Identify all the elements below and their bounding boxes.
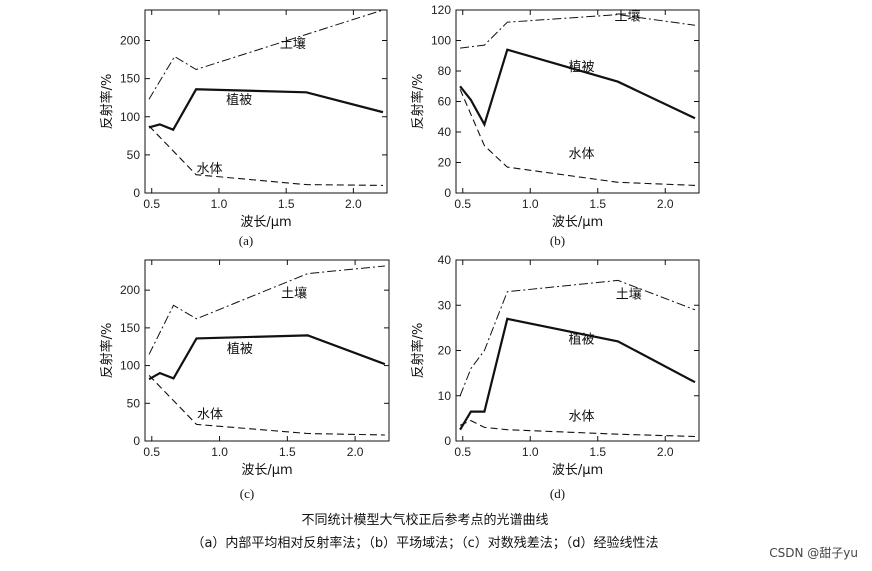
x-tick-label: 0.5 xyxy=(143,197,160,211)
series-line-vegetation xyxy=(459,317,696,431)
watermark: CSDN @甜子yu xyxy=(769,546,858,560)
y-tick-label: 60 xyxy=(438,95,452,109)
x-tick-label: 1.5 xyxy=(589,197,606,211)
x-tick-label: 1.0 xyxy=(522,197,539,211)
y-axis-label: 反射率/% xyxy=(99,74,115,130)
panel-label: (b) xyxy=(550,233,565,248)
x-tick-label: 1.5 xyxy=(589,445,606,459)
y-tick-label: 100 xyxy=(431,34,451,48)
series-label: 植被 xyxy=(226,93,252,108)
series-line-water xyxy=(148,125,384,186)
y-axis-label: 反射率/% xyxy=(410,323,426,379)
y-tick-label: 20 xyxy=(438,156,452,170)
y-tick-label: 10 xyxy=(438,389,452,403)
series-label: 植被 xyxy=(569,333,595,348)
y-tick-label: 100 xyxy=(120,359,140,373)
x-tick-label: 0.5 xyxy=(454,197,471,211)
series-label: 水体 xyxy=(569,410,595,425)
series-line-soil xyxy=(459,279,696,396)
series-line-vegetation xyxy=(148,334,386,381)
y-tick-label: 30 xyxy=(438,298,452,312)
series-label: 植被 xyxy=(227,342,253,357)
x-tick-label: 1.5 xyxy=(278,197,295,211)
y-tick-label: 120 xyxy=(431,3,451,17)
y-tick-label: 150 xyxy=(120,321,140,335)
series-label: 水体 xyxy=(197,162,223,177)
y-tick-label: 50 xyxy=(127,396,141,410)
series-label: 水体 xyxy=(569,147,595,162)
panel-b: 0.5 1.0 1.5 2.0 0 20 40 60 80 100 120 波长/μm 反射率/% 土壤植… xyxy=(410,3,700,248)
series-label: 植被 xyxy=(569,60,595,75)
panel-a: 0.5 1.0 1.5 2.0 0 50 100 150 200 波长/μm 反射率/% 土壤植被水体… xyxy=(99,9,388,248)
series-line-water xyxy=(459,89,696,186)
series-label: 土壤 xyxy=(280,36,306,52)
panel-c: 0.5 1.0 1.5 2.0 0 50 100 150 200 波长/μm 反射率/% 土壤植被水体… xyxy=(99,259,390,501)
panel-label: (a) xyxy=(239,233,253,248)
series-line-soil xyxy=(148,265,385,355)
x-axis-label: 波长/μm xyxy=(240,215,291,230)
series-label: 水体 xyxy=(197,407,223,422)
series-label: 土壤 xyxy=(616,286,642,302)
y-tick-label: 200 xyxy=(120,34,140,48)
y-tick-label: 0 xyxy=(133,434,140,448)
series-label: 土壤 xyxy=(281,286,307,302)
x-tick-label: 2.0 xyxy=(657,445,674,459)
x-axis-label: 波长/μm xyxy=(552,215,603,230)
x-tick-label: 2.0 xyxy=(657,197,674,211)
y-tick-label: 150 xyxy=(120,72,140,86)
y-tick-label: 20 xyxy=(438,344,452,358)
plot-frame xyxy=(144,9,388,194)
y-axis-label: 反射率/% xyxy=(99,323,115,379)
y-axis-label: 反射率/% xyxy=(410,74,426,130)
x-tick-label: 1.0 xyxy=(211,197,228,211)
x-tick-label: 0.5 xyxy=(454,445,471,459)
y-tick-label: 200 xyxy=(120,283,140,297)
series-label: 土壤 xyxy=(614,9,640,25)
series-line-water xyxy=(459,419,696,438)
x-tick-label: 1.5 xyxy=(279,445,296,459)
x-tick-label: 1.0 xyxy=(211,445,228,459)
figure-caption-title: 不同统计模型大气校正后参考点的光谱曲线 xyxy=(301,512,548,528)
panel-label: (d) xyxy=(550,486,565,501)
y-tick-label: 100 xyxy=(120,110,140,124)
x-axis-label: 波长/μm xyxy=(241,463,292,478)
y-tick-label: 50 xyxy=(127,148,141,162)
series-line-vegetation xyxy=(459,48,696,128)
x-tick-label: 1.0 xyxy=(522,445,539,459)
y-tick-label: 0 xyxy=(444,434,451,448)
x-tick-label: 2.0 xyxy=(345,197,362,211)
y-tick-label: 0 xyxy=(444,186,451,200)
series-line-soil xyxy=(148,9,384,100)
series-line-water xyxy=(148,375,385,436)
x-axis-label: 波长/μm xyxy=(552,463,603,478)
y-tick-label: 0 xyxy=(133,186,140,200)
x-tick-label: 2.0 xyxy=(347,445,364,459)
y-tick-label: 40 xyxy=(438,125,452,139)
x-tick-label: 0.5 xyxy=(143,445,160,459)
series-line-soil xyxy=(460,14,696,49)
panel-label: (c) xyxy=(240,486,254,501)
series-line-vegetation xyxy=(148,88,384,132)
y-tick-label: 80 xyxy=(438,64,452,78)
y-tick-label: 40 xyxy=(438,253,452,267)
figure-caption-subtitle: （a）内部平均相对反射率法；（b）平场域法；（c）对数残差法；（d）经验线性法 xyxy=(191,535,658,551)
plot-frame xyxy=(144,259,390,442)
